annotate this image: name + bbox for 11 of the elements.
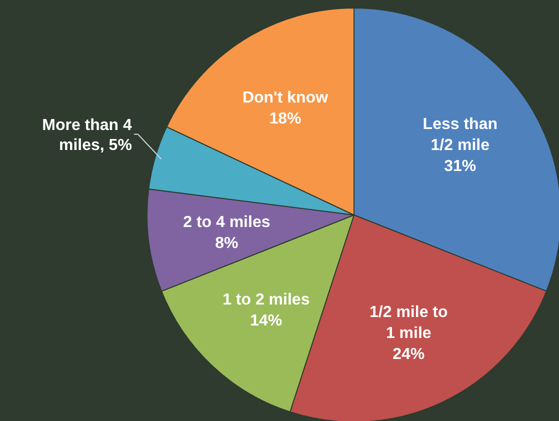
slice-label: Less than 1/2 mile	[422, 116, 498, 154]
slice-label: More than 4 miles, 5%	[42, 117, 132, 154]
slice-label: Don't know	[242, 90, 329, 107]
slice-label: 1/2 mile to 1 mile	[370, 304, 448, 342]
slice-label: 2 to 4 miles	[183, 214, 270, 232]
data-label: 24%	[392, 346, 425, 364]
data-label: 8%	[215, 235, 238, 252]
data-label: 31%	[444, 158, 476, 175]
slice-label: 1 to 2 miles	[222, 292, 310, 309]
data-label: 14%	[250, 312, 282, 330]
data-label: 18%	[269, 110, 302, 128]
